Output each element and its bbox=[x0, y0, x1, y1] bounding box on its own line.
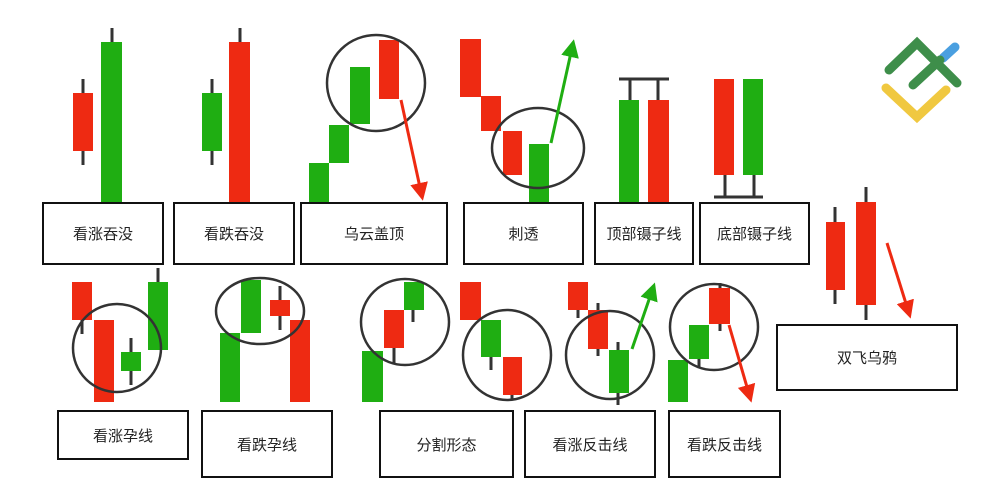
bullish-candles bbox=[101, 42, 763, 402]
arrow-up-icon bbox=[549, 39, 579, 144]
arrow-up-icon bbox=[630, 282, 658, 350]
pattern-label: 看跌反击线 bbox=[668, 410, 781, 478]
pattern-label: 分割形态 bbox=[379, 410, 514, 478]
logo-icon bbox=[881, 36, 962, 124]
highlight-circles bbox=[71, 33, 760, 402]
arrow-down-icon bbox=[885, 242, 914, 319]
pattern-label: 看跌吞没 bbox=[173, 202, 295, 265]
pattern-label: 看涨反击线 bbox=[524, 410, 656, 478]
bearish-candles bbox=[72, 39, 876, 402]
arrow-down-icon bbox=[727, 324, 756, 403]
pattern-label: 刺透 bbox=[463, 202, 584, 265]
pattern-label: 看跌孕线 bbox=[201, 410, 333, 478]
trend-arrows bbox=[399, 39, 914, 403]
pattern-label: 乌云盖顶 bbox=[300, 202, 448, 265]
arrow-down-icon bbox=[399, 99, 428, 201]
pattern-label: 底部镊子线 bbox=[699, 202, 810, 265]
pattern-label: 双飞乌鸦 bbox=[776, 324, 958, 391]
pattern-label: 顶部镊子线 bbox=[594, 202, 694, 265]
pattern-label: 看涨吞没 bbox=[42, 202, 164, 265]
pattern-label: 看涨孕线 bbox=[57, 410, 189, 460]
